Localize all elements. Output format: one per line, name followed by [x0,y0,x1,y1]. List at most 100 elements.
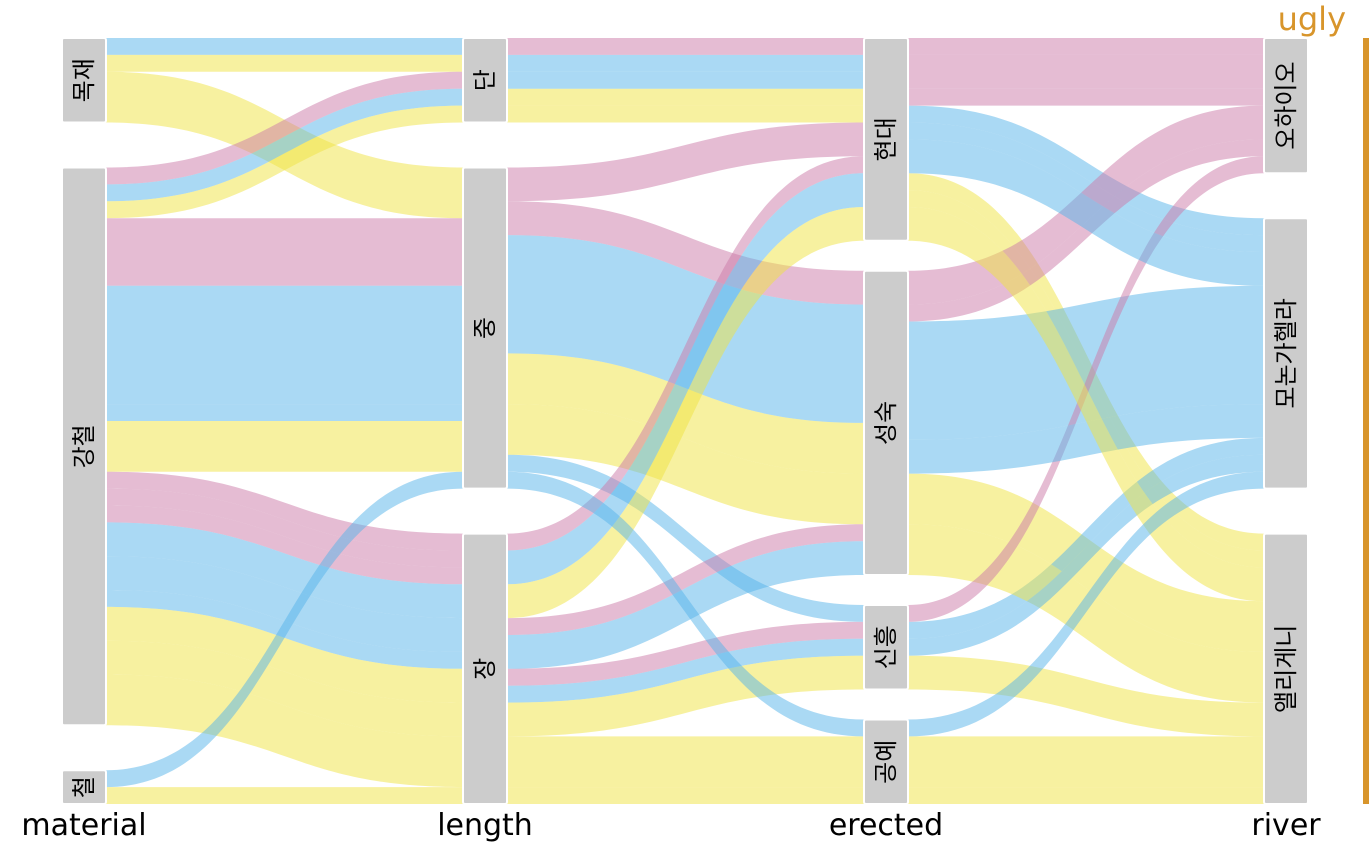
flow-length-erected-3 [507,38,864,55]
flow-erected-river-3 [908,38,1264,55]
node-river-2-label: 앨리게니 [1272,625,1300,713]
node-erected-3: 공예 [863,718,909,805]
flow-length-erected-6 [507,122,864,202]
flow-length-erected-0 [507,54,864,72]
flow-length-erected-12 [507,524,864,635]
node-erected-2: 신흥 [863,604,909,691]
flow-length-erected-8 [507,235,864,423]
flow-material-length-14 [106,522,463,619]
corner-tag: ugly [1278,0,1346,38]
node-length-2: 장 [462,532,508,805]
flow-material-length-3 [106,71,463,185]
flow-material-length-11 [106,471,463,551]
node-material-2-box [61,769,107,806]
flow-material-length-17 [106,606,463,703]
flow-material-length-10 [106,421,463,472]
node-erected-2-box [863,604,909,691]
node-erected-0-box [863,37,909,242]
flow-length-erected-13 [507,621,864,686]
flow-material-length-15 [106,556,463,652]
flow-length-erected-14 [507,173,864,585]
flow-length-erected-5 [507,105,864,123]
node-river-0: 오하이오 [1263,37,1309,175]
flow-material-length-0 [106,38,463,55]
node-river-1-label: 모논가헬라 [1272,298,1300,408]
flow-length-erected-4 [507,71,864,89]
node-length-1-box [462,166,508,490]
axis-label-river: river [1251,808,1321,843]
node-erected-3-label: 공예 [872,740,900,784]
flow-length-erected-17 [507,207,864,619]
node-length-1-label: 중 [471,317,499,339]
flow-material-length-5 [106,105,463,219]
flow-length-erected-21 [507,787,864,804]
node-length-0: 단 [462,37,508,124]
node-length-2-label: 장 [471,658,499,680]
flow-erected-river-17 [908,207,1264,602]
node-material-0: 목재 [61,37,107,124]
flow-erected-river-18 [908,655,1264,737]
node-river-1-box [1263,217,1309,490]
flow-erected-river-15 [908,404,1264,474]
flow-length-erected-20 [507,471,864,737]
node-material-1-label: 강철 [70,424,98,468]
corner-accent-bar [1363,38,1369,804]
flow-erected-river-19 [908,736,1264,788]
flow-material-length-20 [106,471,463,788]
node-river-1: 모논가헬라 [1263,217,1309,490]
flow-layer [106,38,1264,804]
node-river-0-box [1263,37,1309,175]
flow-length-erected-1 [507,88,864,106]
flow-erected-river-20 [908,471,1264,737]
node-material-1-box [61,166,107,727]
flow-erected-river-0 [908,105,1264,236]
axis-label-layer: material length erected river [21,808,1321,843]
node-erected-3-box [863,718,909,805]
node-erected-1-label: 성숙 [872,401,900,445]
flow-material-length-6 [106,218,463,252]
node-material-0-box [61,37,107,124]
flow-erected-river-12 [908,139,1264,322]
flow-length-erected-16 [507,638,864,703]
node-river-0-label: 오하이오 [1272,61,1300,149]
flow-length-erected-10 [507,404,864,525]
flow-material-length-1 [106,54,463,72]
node-length-2-box [462,532,508,805]
node-length-0-box [462,37,508,124]
flow-material-length-7 [106,252,463,286]
node-river-2-box [1263,532,1309,805]
flow-material-length-13 [106,505,463,585]
flow-erected-river-14 [908,139,1264,286]
axis-label-material: material [21,808,146,843]
flow-material-length-9 [106,404,463,421]
node-river-2: 앨리게니 [1263,532,1309,805]
node-erected-0-label: 현대 [872,117,900,161]
flow-material-length-12 [106,488,463,568]
axis-label-erected: erected [829,808,943,843]
node-material-1: 강철 [61,166,107,727]
node-erected-2-label: 신흥 [872,625,900,669]
flow-erected-river-21 [908,787,1264,804]
flow-material-length-8 [106,285,463,405]
flow-erected-river-4 [908,122,1264,252]
flow-erected-river-8 [908,285,1264,440]
node-erected-1-box [863,269,909,576]
node-erected-1: 성숙 [863,269,909,576]
node-length-1: 중 [462,166,508,490]
flow-erected-river-9 [908,437,1264,639]
node-material-0-label: 목재 [70,58,98,102]
flow-erected-river-16 [908,454,1264,656]
node-material-2-label: 철 [70,776,98,798]
flow-material-length-4 [106,88,463,202]
node-material-2: 철 [61,769,107,806]
flow-erected-river-11 [908,88,1264,106]
flow-material-length-18 [106,640,463,737]
flow-length-erected-19 [507,736,864,788]
flow-length-erected-9 [507,454,864,622]
node-erected-0: 현대 [863,37,909,242]
flow-erected-river-6 [908,54,1264,89]
axis-label-length: length [437,808,533,843]
flow-length-erected-18 [507,655,864,737]
